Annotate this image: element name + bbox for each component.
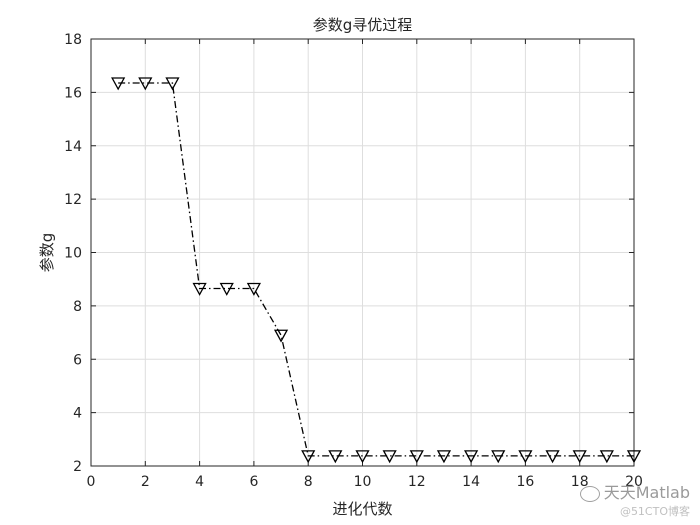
- data-point-marker: [165, 77, 180, 91]
- data-point-marker: [111, 77, 126, 91]
- series-line: [118, 82, 634, 457]
- x-tick-label: 16: [516, 474, 534, 490]
- data-point-marker: [409, 450, 424, 464]
- wechat-icon: [579, 485, 600, 502]
- data-point-marker: [382, 450, 397, 464]
- x-tick-label: 2: [141, 474, 150, 490]
- y-tick-label: 4: [73, 406, 82, 422]
- grid: [90, 38, 635, 467]
- x-ticks: 0 2 4 6 8 10 12 14 16 18 20: [87, 39, 643, 490]
- x-tick-label: 4: [195, 474, 204, 490]
- y-tick-label: 16: [64, 85, 82, 101]
- y-tick-label: 14: [64, 139, 82, 155]
- x-tick-label: 20: [625, 474, 643, 490]
- data-point-marker: [328, 450, 343, 464]
- y-tick-label: 8: [73, 299, 82, 315]
- data-point-marker: [545, 450, 560, 464]
- data-point-marker: [436, 450, 452, 464]
- x-tick-label: 0: [87, 474, 96, 490]
- data-point-marker: [192, 282, 207, 296]
- data-point-marker: [518, 450, 533, 464]
- y-axis-label: 参数g: [38, 233, 56, 273]
- x-tick-label: 10: [354, 474, 372, 490]
- data-point-marker: [273, 329, 289, 343]
- watermark: 天天Matlab @51CTO博客: [579, 479, 690, 519]
- x-tick-label: 18: [571, 474, 589, 490]
- data-point-marker: [301, 450, 316, 464]
- x-tick-label: 8: [304, 474, 313, 490]
- y-tick-label: 6: [73, 352, 82, 368]
- data-point-marker: [572, 450, 587, 464]
- x-tick-label: 14: [462, 474, 480, 490]
- data-point-marker: [355, 450, 370, 464]
- x-tick-label: 6: [249, 474, 258, 490]
- data-point-marker: [246, 282, 261, 296]
- y-tick-label: 10: [64, 246, 82, 262]
- y-ticks: 2 4 6 8 10 12 14 16 18: [64, 32, 634, 475]
- data-point-marker: [138, 77, 153, 91]
- watermark-sub: @51CTO博客: [619, 505, 690, 518]
- series: [111, 77, 642, 464]
- data-point-marker: [491, 450, 506, 464]
- data-point-marker: [626, 450, 642, 464]
- x-tick-label: 12: [408, 474, 426, 490]
- data-point-marker: [464, 450, 479, 464]
- y-tick-label: 2: [73, 459, 82, 475]
- chart-title: 参数g寻优过程: [313, 16, 413, 34]
- data-point-marker: [599, 450, 614, 464]
- x-axis-label: 进化代数: [332, 500, 392, 518]
- watermark-main: 天天Matlab: [603, 483, 690, 502]
- y-tick-label: 18: [64, 32, 82, 48]
- y-tick-label: 12: [64, 192, 82, 208]
- data-point-marker: [219, 282, 234, 296]
